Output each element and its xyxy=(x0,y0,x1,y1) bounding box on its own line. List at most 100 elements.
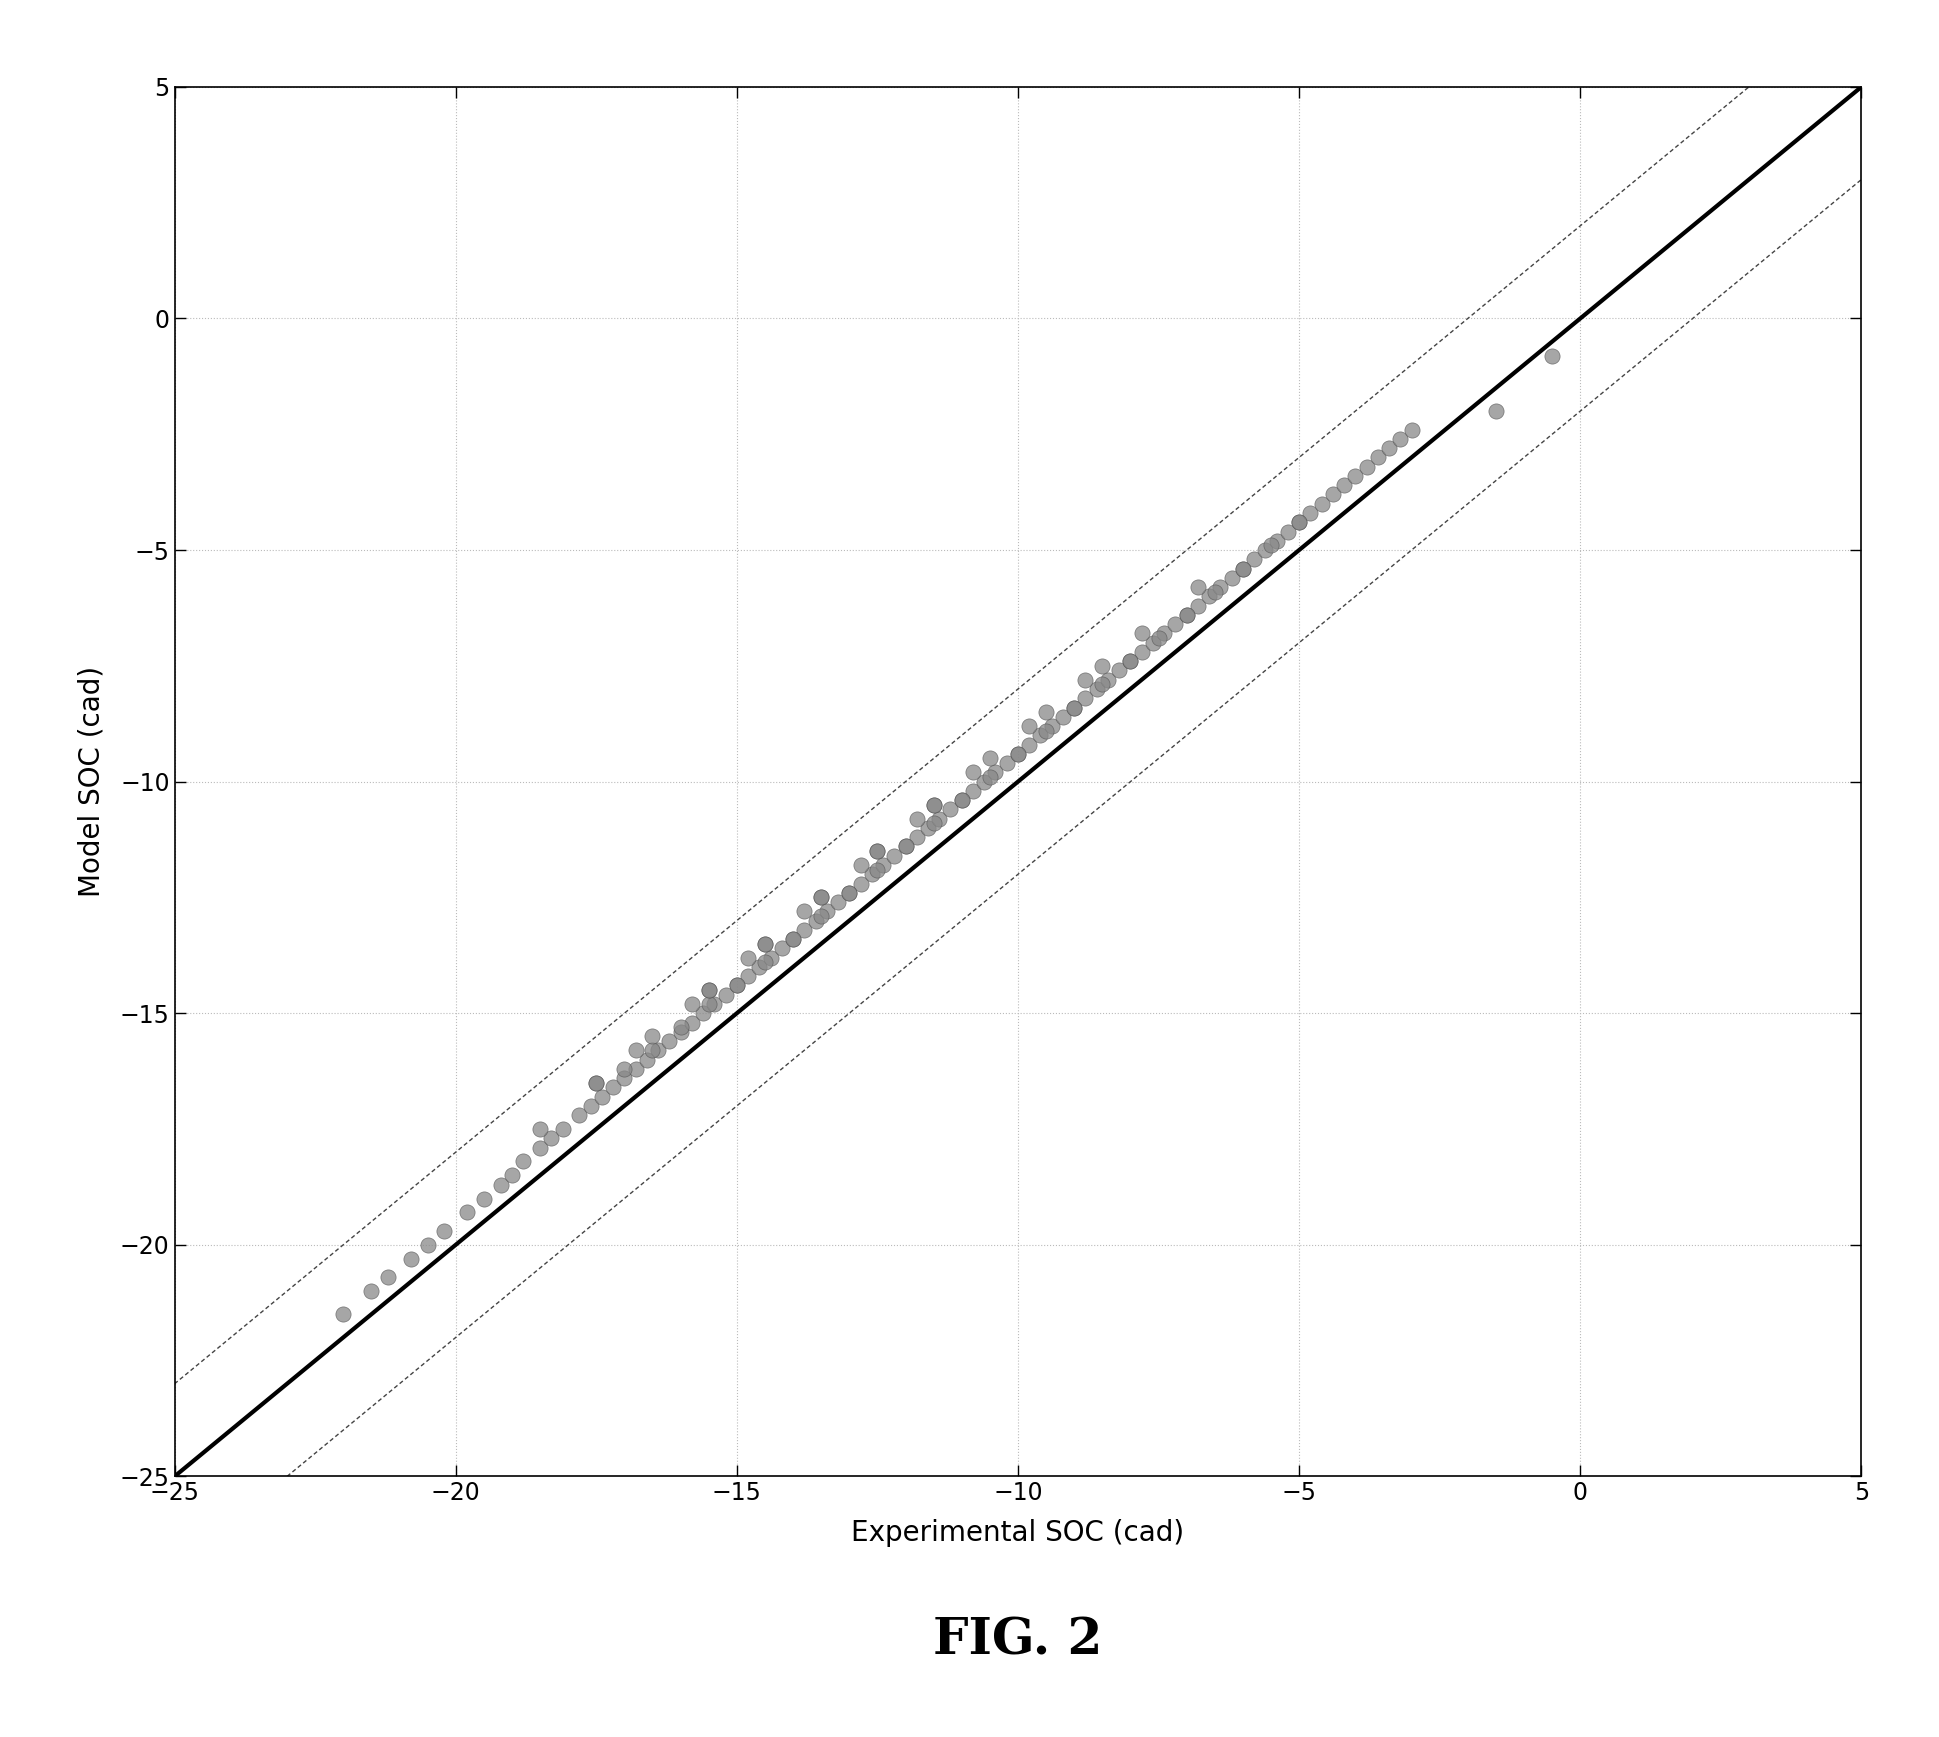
Point xyxy=(919,790,950,818)
Point xyxy=(1239,545,1270,573)
Point xyxy=(636,1023,667,1051)
Point xyxy=(1059,693,1090,721)
Point xyxy=(1340,462,1371,490)
Point xyxy=(1035,712,1066,740)
Point xyxy=(811,898,842,926)
Point xyxy=(913,815,944,842)
Point xyxy=(733,962,764,990)
Point xyxy=(429,1218,460,1245)
Point xyxy=(1115,648,1146,676)
Point xyxy=(919,790,950,818)
Point xyxy=(919,809,950,837)
Point xyxy=(698,990,729,1018)
Point xyxy=(1351,453,1383,481)
Point xyxy=(748,929,779,957)
Point xyxy=(861,837,892,865)
Point xyxy=(1260,526,1291,554)
Point xyxy=(958,759,989,787)
Point xyxy=(834,879,865,907)
Point xyxy=(452,1199,483,1226)
Point xyxy=(677,1009,708,1037)
Point xyxy=(665,1018,696,1046)
Point xyxy=(748,948,779,976)
Point xyxy=(1183,592,1214,620)
Point xyxy=(1272,518,1303,545)
Point xyxy=(807,902,838,929)
Point xyxy=(1171,601,1202,629)
Point xyxy=(467,1185,498,1212)
Point xyxy=(524,1115,556,1143)
Point xyxy=(1284,509,1315,537)
Point xyxy=(694,990,725,1018)
Point xyxy=(496,1162,527,1190)
Point xyxy=(946,787,977,815)
Point xyxy=(1070,684,1101,712)
Point xyxy=(413,1232,444,1259)
Point xyxy=(1227,554,1258,582)
Point xyxy=(1086,651,1117,679)
Point xyxy=(733,943,764,971)
Point xyxy=(721,971,752,999)
Point xyxy=(890,832,921,860)
Y-axis label: Model SOC (cad): Model SOC (cad) xyxy=(78,665,107,898)
Point xyxy=(1030,717,1061,745)
Point xyxy=(789,915,820,943)
Point xyxy=(535,1124,566,1152)
Point xyxy=(642,1037,673,1065)
Point xyxy=(946,787,977,815)
Point xyxy=(1030,698,1061,726)
Point xyxy=(973,763,1004,790)
Point xyxy=(721,971,752,999)
Point xyxy=(766,935,797,962)
Point xyxy=(620,1054,652,1082)
Point xyxy=(902,804,933,832)
Point xyxy=(1059,693,1090,721)
Point xyxy=(485,1171,516,1199)
Point xyxy=(1086,670,1117,698)
Point xyxy=(1002,740,1033,768)
Point xyxy=(597,1073,628,1101)
Point xyxy=(328,1301,359,1329)
Point xyxy=(1148,620,1179,648)
Point xyxy=(1115,648,1146,676)
Point xyxy=(834,879,865,907)
Point xyxy=(1047,703,1078,731)
Point xyxy=(1183,573,1214,601)
Point xyxy=(878,842,909,870)
Point xyxy=(1092,665,1123,693)
Point xyxy=(372,1263,403,1291)
Point xyxy=(1171,601,1202,629)
Point xyxy=(1127,620,1158,648)
Point xyxy=(1002,740,1033,768)
Point xyxy=(1142,624,1173,651)
Point xyxy=(620,1037,652,1065)
Point xyxy=(582,1068,613,1096)
Point xyxy=(1103,657,1134,684)
Point xyxy=(958,776,989,804)
Point xyxy=(1536,342,1567,370)
Point xyxy=(547,1115,578,1143)
Point xyxy=(1307,490,1338,518)
Point xyxy=(677,990,708,1018)
Point xyxy=(1127,637,1158,665)
Point xyxy=(1204,573,1235,601)
Point xyxy=(902,823,933,851)
Point xyxy=(923,804,954,832)
Point xyxy=(890,832,921,860)
Point xyxy=(1082,676,1113,703)
Point xyxy=(1227,554,1258,582)
Point xyxy=(1070,665,1101,693)
Point xyxy=(991,749,1022,776)
Text: FIG. 2: FIG. 2 xyxy=(933,1617,1103,1666)
Point xyxy=(586,1082,617,1110)
Point xyxy=(609,1054,640,1082)
Point xyxy=(1317,481,1348,509)
Point xyxy=(694,976,725,1004)
Point xyxy=(653,1027,684,1054)
Point xyxy=(508,1148,539,1176)
Point xyxy=(1295,499,1326,526)
Point xyxy=(694,976,725,1004)
Point xyxy=(632,1046,663,1073)
Point xyxy=(665,1013,696,1040)
Point xyxy=(688,999,719,1027)
